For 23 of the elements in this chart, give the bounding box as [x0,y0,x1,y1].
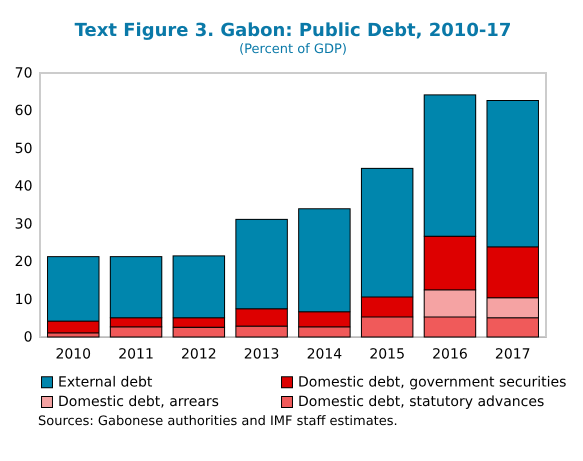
y-tick-label: 40 [14,178,32,195]
legend-label: Domestic debt, government securities [298,374,566,390]
y-tick-label: 10 [14,292,32,308]
y-tick-label: 20 [14,254,32,270]
legend-label: Domestic debt, arrears [58,394,219,410]
legend-label: External debt [58,374,153,390]
y-tick-label: 60 [14,103,32,120]
x-tick-label: 2016 [432,346,468,362]
x-tick-label: 2015 [369,346,405,362]
x-tick-label: 2010 [55,346,92,362]
x-tick-label: 2013 [244,346,280,362]
y-tick-label: 50 [14,140,32,157]
chart-title: Text Figure 3. Gabon: Public Debt, 2010-17 [74,20,512,41]
y-tick-label: 0 [24,330,32,346]
x-tick-label: 2012 [181,346,217,362]
source-note: Sources: Gabonese authorities and IMF staff estimates. [38,414,399,429]
x-tick-label: 2014 [306,346,342,362]
legend-label: Domestic debt, statutory advances [298,394,544,410]
x-tick-label: 2011 [118,346,154,362]
x-tick-label: 2017 [494,346,531,362]
y-tick-label: 30 [14,216,32,232]
y-tick-label: 70 [14,66,32,82]
chart-subtitle: (Percent of GDP) [239,42,347,57]
